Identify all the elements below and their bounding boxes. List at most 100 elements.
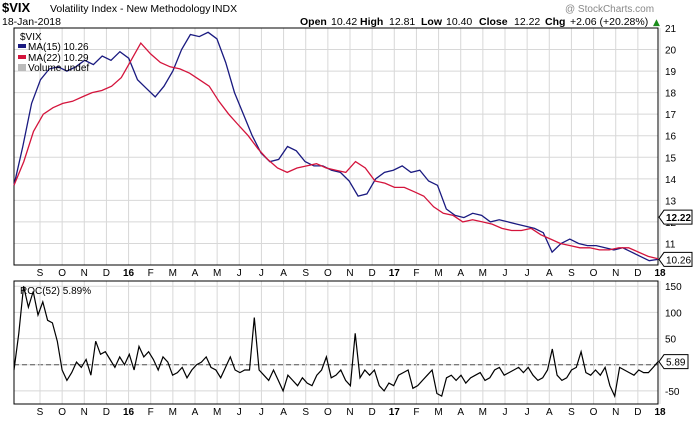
roc-y-axis: -500501001505.89 [658,282,689,398]
main-x-tick-label: J [259,268,264,279]
roc-x-tick-label: A [280,407,287,418]
chg-up-arrow-icon: ▲ [653,18,660,28]
close-value: 12.22 [514,16,540,28]
index-name: Volatility Index - New Methodology [50,3,211,15]
roc-x-tick-label: A [192,407,199,418]
ma22-line [13,41,659,260]
roc-x-tick-label: 16 [123,407,135,418]
legend-ma22-swatch [18,55,26,59]
roc-x-tick-label: D [103,407,110,418]
roc-series-group [13,286,659,399]
main-y-tick-label: 21 [665,24,677,35]
main-y-tick-label: 13 [665,196,677,207]
roc-y-tick-label: 50 [665,335,677,346]
roc-x-tick-label: S [568,407,575,418]
roc-x-tick-label: A [457,407,464,418]
roc-x-tick-label: N [81,407,88,418]
roc-x-tick-label: F [413,407,419,418]
main-x-tick-label: S [302,268,309,279]
roc-x-tick-label: 18 [654,407,666,418]
roc-x-tick-label: J [259,407,264,418]
roc-x-grid [39,281,661,404]
legend-volume: Volume undef [28,63,89,74]
svg-text:12.22: 12.22 [666,213,691,224]
main-x-grid [39,28,661,265]
main-x-tick-label: A [457,268,464,279]
close-price-tag: 12.22 [658,209,693,225]
roc-line [13,286,659,399]
main-x-tick-label: O [324,268,332,279]
open-label: Open [300,16,327,28]
main-x-tick-label: A [546,268,553,279]
main-y-tick-label: 14 [665,175,677,186]
ma-price-tag: 10.26 [658,251,693,267]
legend-ma22: MA(22) 10.29 [28,53,89,64]
roc-x-tick-label: M [479,407,487,418]
roc-x-tick-label: D [634,407,641,418]
main-x-tick-label: N [346,268,353,279]
roc-y-tick-label: 100 [665,308,682,319]
main-x-tick-label: D [634,268,641,279]
roc-y-tick-label: 150 [665,282,682,293]
roc-plot-frame [13,280,659,405]
main-x-tick-label: S [568,268,575,279]
roc-x-axis: S O N D 16 F M A M J J A S O N D 17 F M A M J J A S O N D 18 [37,407,666,418]
roc-x-tick-label: D [369,407,376,418]
main-x-tick-label: O [590,268,598,279]
roc-x-tick-label: O [590,407,598,418]
main-x-tick-label: 17 [389,268,401,279]
main-x-tick-label: M [434,268,442,279]
main-x-tick-label: F [413,268,419,279]
svg-text:10.26: 10.26 [666,255,691,266]
roc-price-tag: 5.89 [658,354,689,370]
roc-x-tick-label: F [148,407,154,418]
roc-legend: ROC(52) 5.89% [20,286,91,297]
main-x-tick-label: J [237,268,242,279]
exchange-label: INDX [212,3,237,15]
roc-x-tick-label: 17 [389,407,401,418]
main-x-tick-label: S [37,268,44,279]
main-y-tick-label: 16 [665,132,677,143]
main-y-tick-label: 18 [665,89,677,100]
roc-x-tick-label: N [612,407,619,418]
main-plot-frame [13,27,659,266]
roc-x-tick-label: O [58,407,66,418]
roc-x-tick-label: M [434,407,442,418]
legend-ma15-swatch [18,44,26,48]
roc-x-tick-label: J [503,407,508,418]
legend-ma15: MA(15) 10.26 [28,42,89,53]
main-x-tick-label: A [192,268,199,279]
watermark: @ StockCharts.com [565,4,654,15]
main-y-tick-label: 11 [665,239,676,250]
close-label: Close [479,16,508,28]
chg-label: Chg [545,16,565,28]
chg-value: +2.06 (+20.28%) [570,16,648,28]
roc-x-tick-label: A [546,407,553,418]
main-y-tick-label: 19 [665,67,677,78]
roc-x-tick-label: M [213,407,221,418]
roc-x-tick-label: N [346,407,353,418]
open-value: 10.42 [331,16,357,28]
ma15-line [13,31,659,262]
high-label: High [360,16,383,28]
main-x-axis: S O N D 16 F M A M J J A S O N D 17 F M A M J J A S O N D 18 [37,268,666,279]
main-x-tick-label: D [103,268,110,279]
main-x-tick-label: D [369,268,376,279]
main-y-tick-label: 17 [665,110,677,121]
low-label: Low [421,16,443,28]
legend-volume-swatch [18,64,26,71]
legend-symbol: $VIX [20,32,42,43]
roc-grid [14,285,658,392]
svg-text:5.89: 5.89 [666,358,686,369]
main-y-tick-label: 20 [665,46,677,57]
low-value: 10.40 [446,16,472,28]
main-series-group [13,31,659,262]
roc-y-tick-label: -50 [665,387,680,398]
main-x-tick-label: 18 [654,268,666,279]
roc-x-tick-label: S [37,407,44,418]
main-x-tick-label: 16 [123,268,135,279]
main-x-tick-label: N [612,268,619,279]
roc-x-tick-label: J [237,407,242,418]
